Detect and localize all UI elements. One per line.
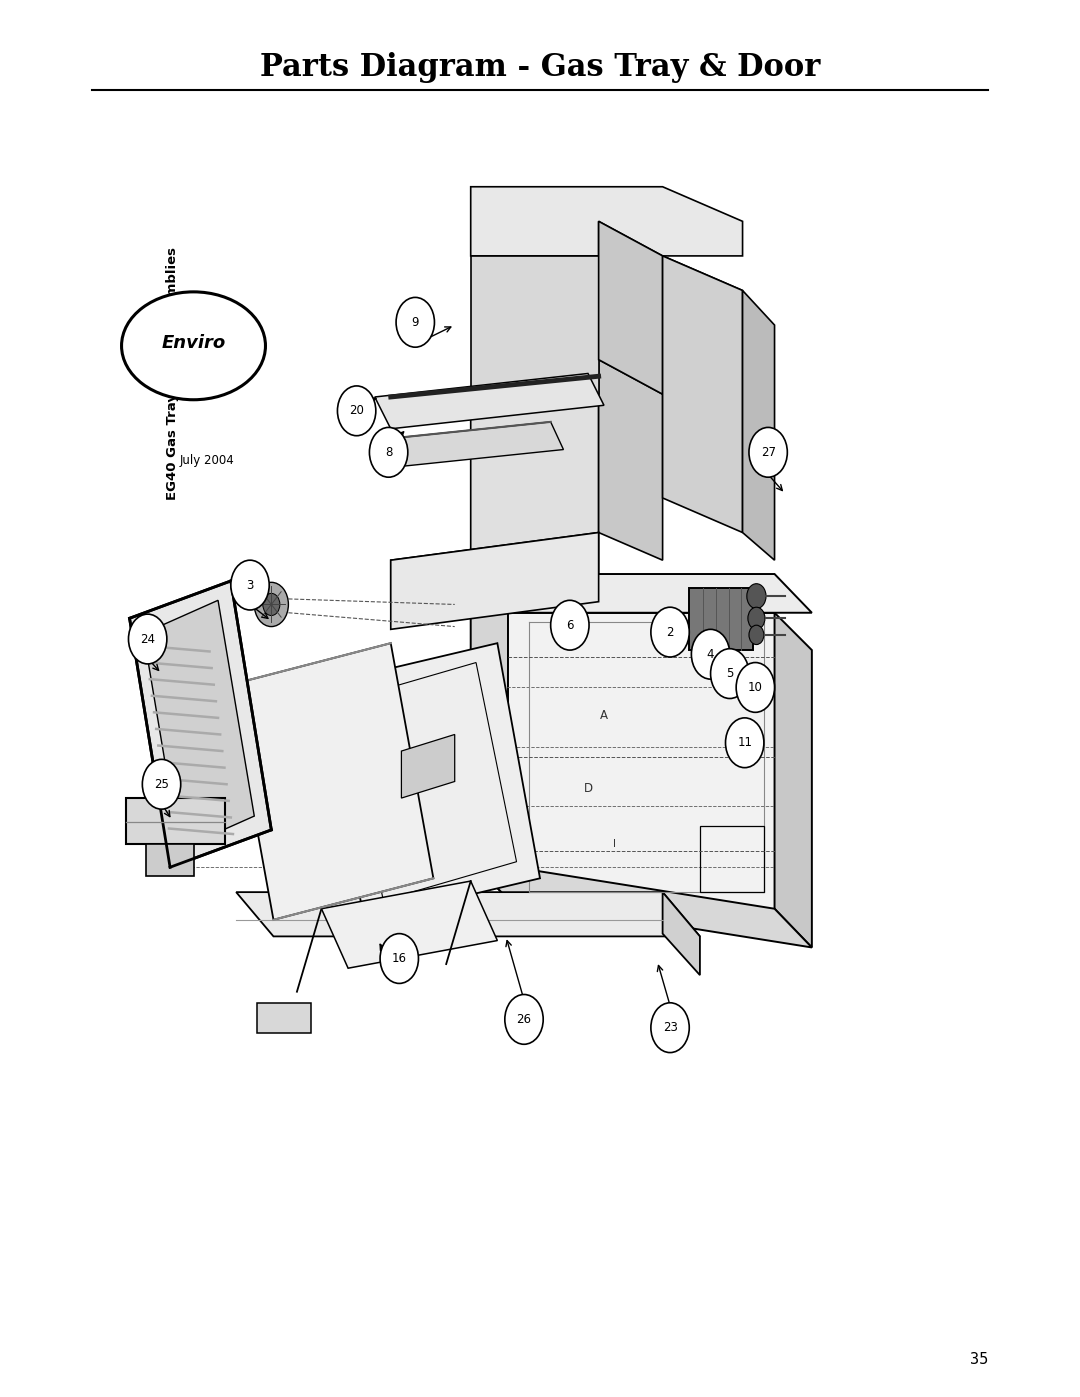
Polygon shape [144,601,254,849]
Circle shape [129,615,167,664]
Text: 35: 35 [970,1352,988,1368]
Polygon shape [663,256,743,291]
Circle shape [369,427,408,478]
Text: Parts Diagram - Gas Tray & Door: Parts Diagram - Gas Tray & Door [260,52,820,84]
Circle shape [651,608,689,657]
Polygon shape [257,1003,311,1034]
Text: 10: 10 [748,680,762,694]
Text: 6: 6 [566,619,573,631]
Text: 26: 26 [516,1013,531,1025]
Polygon shape [508,613,774,908]
Text: D: D [583,782,593,795]
Polygon shape [237,893,700,936]
Text: 4: 4 [706,648,714,661]
Text: 20: 20 [349,404,364,418]
Text: 24: 24 [140,633,156,645]
Polygon shape [471,574,508,900]
Polygon shape [391,532,598,629]
Polygon shape [598,221,663,394]
Polygon shape [402,735,455,798]
Polygon shape [322,643,540,919]
Polygon shape [471,574,812,613]
Text: I: I [613,838,616,849]
Polygon shape [146,844,193,876]
Polygon shape [126,798,226,844]
Text: 16: 16 [392,951,407,965]
Ellipse shape [122,292,266,400]
Circle shape [396,298,434,348]
Polygon shape [130,581,271,868]
Polygon shape [391,532,598,602]
Polygon shape [322,882,498,968]
Polygon shape [774,613,812,947]
Circle shape [551,601,589,650]
Text: 23: 23 [663,1021,677,1034]
Text: 3: 3 [246,578,254,591]
Text: 9: 9 [411,316,419,328]
Circle shape [143,760,180,809]
Circle shape [504,995,543,1045]
Polygon shape [231,643,433,919]
Circle shape [337,386,376,436]
Circle shape [748,427,787,478]
Text: EG40 Gas Tray & Door Assemblies: EG40 Gas Tray & Door Assemblies [165,247,178,500]
Circle shape [747,608,765,629]
Text: July 2004: July 2004 [180,454,234,467]
Circle shape [747,584,766,609]
Polygon shape [471,359,598,560]
Text: 25: 25 [154,778,168,791]
Circle shape [380,933,418,983]
Polygon shape [598,359,663,560]
Text: Enviro: Enviro [161,334,226,352]
Polygon shape [663,256,743,532]
Circle shape [737,662,774,712]
Polygon shape [471,187,743,256]
Polygon shape [391,422,564,467]
Polygon shape [743,291,774,560]
Circle shape [651,1003,689,1052]
Circle shape [691,629,730,679]
Polygon shape [471,861,812,947]
Circle shape [711,648,748,698]
Circle shape [254,583,288,627]
Text: 27: 27 [760,446,775,458]
Circle shape [726,718,764,768]
Text: 11: 11 [738,736,752,749]
Circle shape [262,594,280,616]
Circle shape [748,626,764,644]
Polygon shape [689,588,753,650]
Text: 2: 2 [666,626,674,638]
Circle shape [231,560,269,610]
Text: A: A [600,708,608,722]
Polygon shape [471,256,598,394]
Text: 5: 5 [726,668,733,680]
Polygon shape [375,373,604,429]
Text: 8: 8 [384,446,392,458]
Polygon shape [663,893,700,975]
